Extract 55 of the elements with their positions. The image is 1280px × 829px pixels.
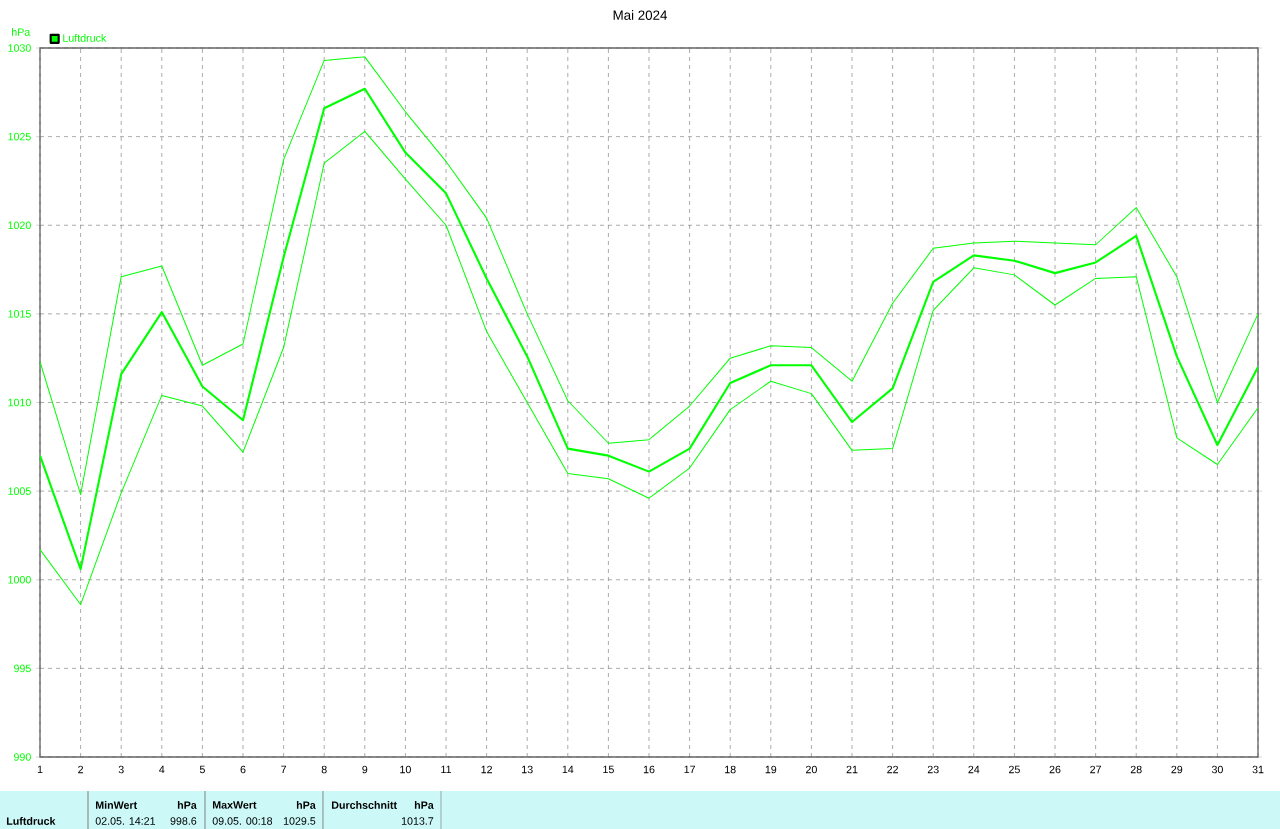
x-tick-label: 7 bbox=[281, 765, 287, 774]
x-tick-label: 30 bbox=[1211, 765, 1223, 774]
text: 02.05. 14:21 bbox=[95, 817, 156, 825]
text: hPa bbox=[296, 801, 316, 809]
text: MinWert bbox=[95, 801, 138, 809]
text: hPa bbox=[414, 801, 434, 809]
x-tick-label: 1 bbox=[37, 765, 43, 774]
x-tick-label: 28 bbox=[1130, 765, 1142, 774]
x-tick-label: 6 bbox=[240, 765, 246, 774]
text: 998.6 bbox=[170, 817, 197, 825]
x-tick-label: 9 bbox=[362, 765, 368, 774]
x-tick-label: 12 bbox=[481, 765, 492, 774]
y-axis-title: hPa bbox=[12, 28, 31, 36]
x-tick-label: 3 bbox=[118, 765, 124, 774]
x-tick-label: 16 bbox=[643, 765, 655, 774]
text: 1029.5 bbox=[283, 817, 316, 825]
x-tick-label: 4 bbox=[159, 765, 165, 774]
x-tick-label: 19 bbox=[765, 765, 777, 774]
x-tick-label: 18 bbox=[725, 765, 736, 774]
chart-title: Mai 2024 bbox=[613, 10, 668, 20]
x-tick-label: 21 bbox=[846, 765, 858, 774]
legend-label: Luftdruck bbox=[63, 34, 107, 42]
y-tick-label: 1005 bbox=[8, 487, 31, 495]
x-tick-label: 8 bbox=[321, 765, 327, 774]
x-tick-label: 20 bbox=[806, 765, 817, 774]
y-tick-label: 1030 bbox=[8, 44, 31, 52]
x-tick-label: 2 bbox=[78, 765, 84, 774]
x-tick-label: 29 bbox=[1171, 765, 1183, 774]
y-tick-label: 1010 bbox=[8, 398, 31, 407]
y-tick-label: 990 bbox=[14, 753, 31, 761]
text: 1013.7 bbox=[401, 817, 434, 825]
x-tick-label: 11 bbox=[441, 765, 452, 774]
x-tick-label: 27 bbox=[1090, 765, 1102, 774]
x-tick-label: 13 bbox=[522, 765, 533, 774]
x-tick-label: 23 bbox=[927, 765, 939, 774]
x-tick-label: 5 bbox=[199, 765, 205, 774]
text: Durchschnitt bbox=[331, 801, 397, 809]
x-tick-label: 10 bbox=[400, 765, 411, 774]
y-tick-label: 1015 bbox=[8, 310, 31, 318]
text: hPa bbox=[177, 801, 197, 809]
y-tick-label: 1000 bbox=[8, 575, 31, 584]
x-tick-label: 15 bbox=[603, 765, 614, 774]
x-tick-label: 17 bbox=[684, 765, 695, 774]
x-tick-label: 26 bbox=[1049, 765, 1061, 774]
text: Luftdruck bbox=[6, 817, 56, 825]
y-tick-label: 1020 bbox=[8, 221, 31, 230]
x-tick-label: 22 bbox=[887, 765, 898, 774]
x-tick-label: 24 bbox=[968, 765, 980, 774]
y-tick-label: 995 bbox=[14, 664, 31, 673]
x-tick-label: 14 bbox=[562, 765, 574, 774]
y-tick-label: 1025 bbox=[8, 132, 31, 141]
x-tick-label: 25 bbox=[1009, 765, 1020, 774]
text: 09.05. 00:18 bbox=[212, 817, 273, 825]
x-tick-label: 31 bbox=[1252, 765, 1264, 774]
text: MaxWert bbox=[212, 801, 257, 809]
